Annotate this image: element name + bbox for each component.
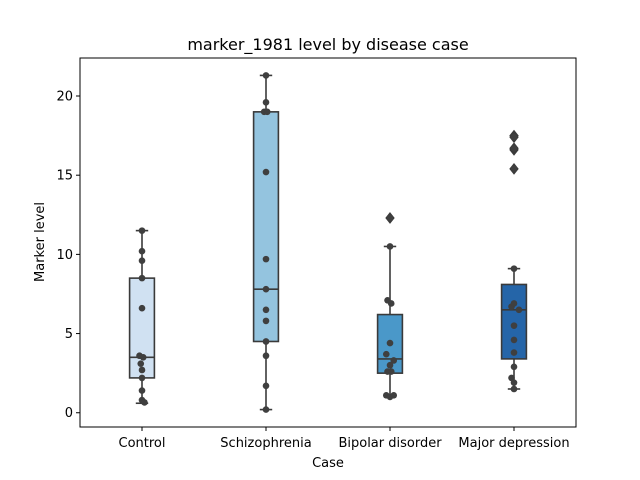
data-point (386, 243, 394, 250)
data-point (390, 392, 398, 399)
box-body (500, 283, 528, 360)
data-point (138, 274, 146, 282)
data-point (262, 285, 270, 293)
data-point (262, 306, 270, 314)
data-point (263, 108, 271, 116)
box-group-3 (500, 129, 528, 390)
data-point (510, 144, 518, 152)
data-point (510, 336, 518, 344)
y-tick-label: 5 (65, 327, 73, 342)
data-point (138, 374, 146, 382)
data-point (510, 385, 518, 393)
data-point (138, 257, 146, 265)
data-point (138, 304, 146, 312)
data-point (510, 349, 518, 356)
data-point (262, 406, 270, 413)
data-point (390, 357, 398, 364)
data-point (515, 306, 523, 314)
data-point (137, 360, 145, 367)
data-point (138, 366, 146, 374)
data-point (262, 382, 270, 390)
plot-layer (128, 72, 528, 413)
y-tick-label: 20 (56, 90, 73, 105)
data-point (387, 368, 395, 375)
data-point (262, 338, 270, 345)
x-axis-label: Case (312, 456, 344, 471)
data-point (510, 322, 518, 329)
data-point (386, 214, 394, 222)
data-point (508, 374, 515, 382)
y-axis-label: Marker level (33, 202, 48, 282)
data-point (141, 399, 148, 406)
x-tick-label: Schizophrenia (220, 436, 311, 451)
data-point (510, 165, 518, 173)
data-point (510, 300, 518, 307)
data-point (510, 133, 518, 141)
data-point (387, 300, 395, 307)
data-point (510, 363, 518, 371)
data-point (262, 168, 270, 176)
x-tick-label: Bipolar disorder (338, 436, 442, 451)
data-point (382, 350, 390, 358)
x-tick-label: Major depression (458, 436, 569, 451)
y-tick-label: 0 (65, 406, 73, 421)
data-point (138, 227, 146, 234)
data-point (138, 387, 146, 394)
axis-layer: 0 5 10 15 20 Control Schizophrenia Bipolar diso… (56, 90, 569, 451)
chart-title: marker_1981 level by disease case (187, 35, 468, 55)
data-point (386, 361, 394, 369)
y-tick-label: 10 (56, 248, 73, 263)
data-point (386, 339, 394, 347)
data-point (262, 72, 270, 79)
data-point (262, 255, 270, 263)
x-tick-label: Control (119, 436, 166, 451)
plot-frame (79, 57, 577, 428)
data-point (139, 354, 147, 361)
data-point (262, 99, 270, 106)
y-tick-label: 15 (56, 169, 73, 184)
data-point (262, 352, 270, 360)
data-point (138, 247, 146, 255)
data-point (510, 265, 518, 272)
data-point (262, 317, 270, 325)
